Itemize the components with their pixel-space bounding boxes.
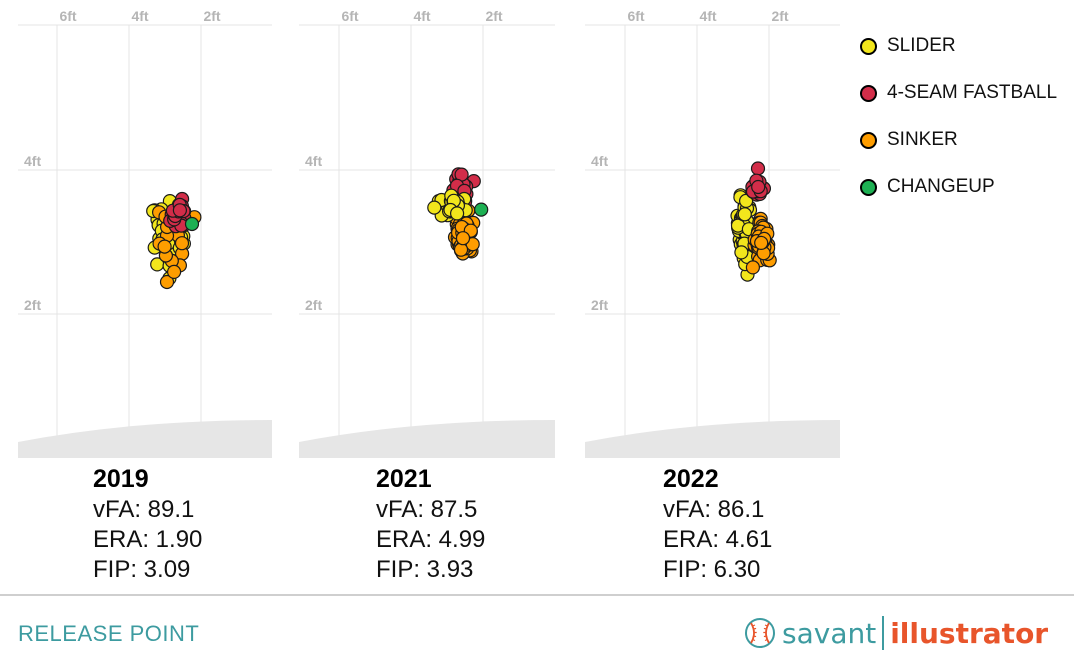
panel-stats-2021: 2021 vFA: 87.5 ERA: 4.99 FIP: 3.93	[376, 464, 576, 585]
x-tick-label: 6ft	[341, 8, 358, 24]
x-tick-label: 6ft	[627, 8, 644, 24]
panel-2022: 6ft 4ft 2ft 4ft 2ft	[585, 8, 840, 458]
y-tick-label: 2ft	[305, 297, 322, 313]
y-tick-label: 4ft	[591, 153, 608, 169]
release-point-sinker	[168, 265, 181, 278]
legend-label: SINKER	[887, 129, 958, 151]
panel-year: 2022	[663, 464, 863, 494]
release-point-sinker	[158, 240, 171, 253]
y-tick-label: 2ft	[591, 297, 608, 313]
x-tick-label: 6ft	[59, 8, 76, 24]
chart-legend: SLIDER 4-SEAM FASTBALL SINKER CHANGEUP	[860, 24, 1057, 212]
brand-separator	[882, 616, 884, 650]
x-tick-label: 4ft	[131, 8, 148, 24]
x-tick-label: 2ft	[203, 8, 220, 24]
fip-stat: FIP: 3.09	[93, 555, 293, 585]
footer-title: RELEASE POINT	[18, 621, 199, 647]
brand-savant: savant	[782, 617, 876, 650]
brand-illustrator: illustrator	[890, 617, 1048, 650]
savant-illustrator-logo: savant illustrator	[744, 612, 1048, 654]
release-point-sinker	[455, 243, 468, 256]
changeup-swatch	[860, 179, 877, 196]
release-point-sinker	[746, 261, 759, 274]
pitchers-mound	[585, 420, 840, 458]
legend-item-slider: SLIDER	[860, 24, 1057, 71]
era-stat: ERA: 4.61	[663, 525, 863, 555]
x-tick-label: 4ft	[699, 8, 716, 24]
pitchers-mound	[18, 420, 272, 458]
legend-label: SLIDER	[887, 35, 956, 57]
x-tick-label: 2ft	[771, 8, 788, 24]
release-point-4-seam-fastball	[752, 181, 765, 194]
panel-year: 2019	[93, 464, 293, 494]
legend-label: CHANGEUP	[887, 176, 995, 198]
y-tick-label: 4ft	[305, 153, 322, 169]
four-seam-fastball-swatch	[860, 85, 877, 102]
release-point-slider	[735, 246, 748, 259]
legend-label: 4-SEAM FASTBALL	[887, 82, 1057, 104]
release-point-changeup	[475, 203, 488, 216]
era-stat: ERA: 4.99	[376, 525, 576, 555]
release-point-4-seam-fastball	[173, 204, 186, 217]
fip-stat: FIP: 6.30	[663, 555, 863, 585]
x-tick-label: 2ft	[485, 8, 502, 24]
legend-item-changeup: CHANGEUP	[860, 165, 1057, 212]
era-stat: ERA: 1.90	[93, 525, 293, 555]
release-point-slider	[451, 207, 464, 220]
release-point-changeup	[186, 218, 199, 231]
x-tick-label: 4ft	[413, 8, 430, 24]
panel-stats-2022: 2022 vFA: 86.1 ERA: 4.61 FIP: 6.30	[663, 464, 863, 585]
baseball-icon	[744, 617, 776, 649]
release-point-sinker	[176, 237, 189, 250]
slider-swatch	[860, 38, 877, 55]
y-tick-label: 4ft	[24, 153, 41, 169]
panel-year: 2021	[376, 464, 576, 494]
sinker-swatch	[860, 132, 877, 149]
release-point-4-seam-fastball	[752, 162, 765, 175]
velocity-stat: vFA: 86.1	[663, 495, 863, 525]
legend-item-four-seam-fastball: 4-SEAM FASTBALL	[860, 71, 1057, 118]
release-point-slider	[738, 208, 751, 221]
panel-2021: 6ft 4ft 2ft 4ft 2ft	[299, 8, 555, 458]
velocity-stat: vFA: 87.5	[376, 495, 576, 525]
velocity-stat: vFA: 89.1	[93, 495, 293, 525]
fip-stat: FIP: 3.93	[376, 555, 576, 585]
panel-2019: 6ft 4ft 2ft 4ft 2ft	[18, 8, 272, 458]
legend-item-sinker: SINKER	[860, 118, 1057, 165]
pitchers-mound	[299, 420, 555, 458]
release-point-slider	[428, 201, 441, 214]
release-point-sinker	[755, 236, 768, 249]
release-point-sinker	[457, 232, 470, 245]
footer-divider	[0, 594, 1074, 596]
panel-stats-2019: 2019 vFA: 89.1 ERA: 1.90 FIP: 3.09	[93, 464, 293, 585]
y-tick-label: 2ft	[24, 297, 41, 313]
